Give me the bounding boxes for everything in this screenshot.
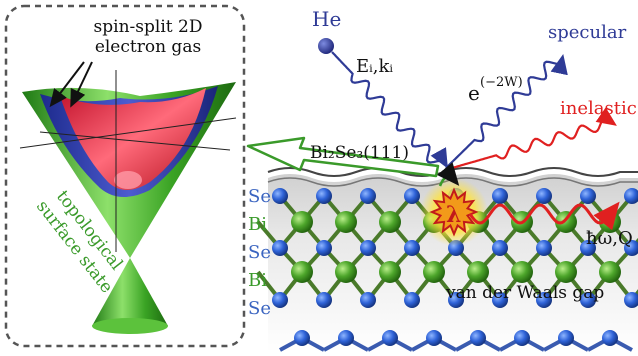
selenium-atom — [624, 188, 638, 204]
specular-label: specular — [548, 22, 627, 43]
bismuth-atom — [379, 261, 401, 283]
crystal-atoms — [272, 188, 638, 346]
selenium-atom — [536, 292, 552, 308]
selenium-atom — [404, 240, 420, 256]
selenium-atom — [404, 188, 420, 204]
layer-label-se-2: Se — [248, 242, 271, 263]
inset-title-line2: electron gas — [95, 37, 201, 57]
layer-label-bi-1: Bi — [248, 214, 267, 235]
inset-panel: spin-split 2D electron gas topological s… — [4, 4, 246, 348]
vdw-gap-label: van der Waals gap — [445, 283, 604, 303]
coupling-burst: λ — [420, 162, 488, 246]
selenium-atom — [360, 188, 376, 204]
specular-beam: specular e (−2W) — [445, 22, 627, 169]
selenium-atom — [448, 292, 464, 308]
selenium-atom — [360, 240, 376, 256]
surface-line-1 — [267, 167, 638, 177]
selenium-atom — [272, 240, 288, 256]
selenium-atom — [580, 292, 596, 308]
layer-labels: Se Bi Se Bi Se — [248, 186, 271, 319]
selenium-atom — [272, 188, 288, 204]
selenium-atom — [624, 292, 638, 308]
selenium-atom — [470, 330, 486, 346]
bismuth-atom — [335, 211, 357, 233]
inset-ky-axis — [39, 131, 231, 151]
phonon-label: ħω,Q — [586, 228, 633, 249]
inelastic-label: inelastic — [560, 98, 637, 119]
pointer-arrow-red — [70, 61, 93, 108]
inset-title-line1: spin-split 2D — [94, 17, 203, 37]
specular-wave — [445, 54, 568, 169]
debye-waller-exponent: (−2W) — [480, 75, 523, 90]
selenium-atom — [360, 292, 376, 308]
pointer-arrow-blue — [49, 61, 85, 108]
bismuth-atom — [555, 211, 577, 233]
selenium-atom — [382, 330, 398, 346]
layer-label-bi-2: Bi — [248, 270, 267, 291]
bismuth-atom — [291, 211, 313, 233]
inelastic-beam: inelastic — [451, 98, 637, 170]
selenium-atom — [492, 292, 508, 308]
lower-dirac-cone — [92, 258, 168, 333]
selenium-atom — [536, 240, 552, 256]
selenium-atom — [294, 330, 310, 346]
helium-label: He — [312, 7, 341, 31]
selenium-atom — [272, 292, 288, 308]
bismuth-atom — [379, 211, 401, 233]
selenium-atom — [404, 292, 420, 308]
phonon-wave-group: ħω,Q — [468, 201, 633, 249]
selenium-atom — [316, 240, 332, 256]
selenium-atom — [558, 330, 574, 346]
selenium-atom — [316, 292, 332, 308]
surface-loop-arrow — [437, 162, 460, 187]
selenium-atom — [624, 240, 638, 256]
coupling-symbol: λ — [446, 202, 461, 228]
red-paraboloid — [60, 88, 206, 190]
helium-atom — [318, 38, 334, 54]
layer-label-se-1: Se — [248, 186, 271, 207]
selenium-atom — [580, 188, 596, 204]
bismuth-atom — [599, 261, 621, 283]
incident-label: Eᵢ,kᵢ — [356, 56, 393, 77]
inelastic-wave — [451, 107, 617, 170]
surface-label: Bi₂Se₃(111) — [310, 143, 409, 163]
inset-kx-axis — [19, 117, 237, 149]
selenium-atom — [536, 188, 552, 204]
selenium-atom — [492, 188, 508, 204]
selenium-atom — [492, 240, 508, 256]
helium-beam: He Eᵢ,kᵢ — [312, 7, 448, 169]
selenium-atom — [514, 330, 530, 346]
selenium-atom — [316, 188, 332, 204]
bismuth-atom — [291, 261, 313, 283]
bismuth-atom — [555, 261, 577, 283]
bismuth-atom — [511, 261, 533, 283]
bismuth-atom — [335, 261, 357, 283]
incident-wave — [331, 51, 448, 169]
bismuth-atom — [423, 261, 445, 283]
selenium-atom — [426, 330, 442, 346]
debye-waller-base: e — [468, 81, 480, 105]
selenium-atom — [338, 330, 354, 346]
phonon-wave — [468, 201, 620, 231]
surface-to-inset-arrow — [246, 136, 440, 178]
layer-label-se-3: Se — [248, 298, 271, 319]
selenium-atom — [580, 240, 596, 256]
bismuth-atom — [467, 261, 489, 283]
selenium-atom — [602, 330, 618, 346]
